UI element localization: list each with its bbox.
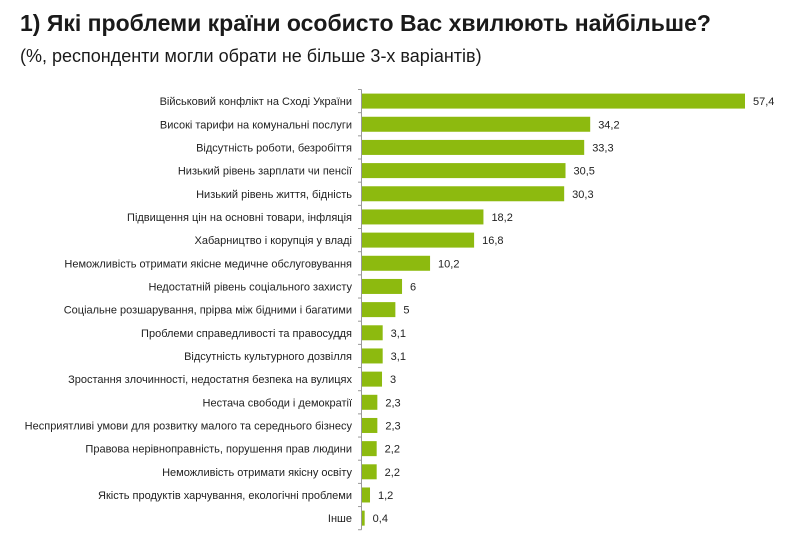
category-label: Інше <box>328 513 352 525</box>
bar <box>362 139 585 155</box>
category-label: Відсутність роботи, безробіття <box>196 142 352 154</box>
value-label: 3,1 <box>391 351 406 363</box>
category-label: Неможливість отримати якісну освіту <box>162 467 352 479</box>
value-label: 3,1 <box>391 328 406 340</box>
bar <box>362 116 591 132</box>
value-label: 2,3 <box>385 397 400 409</box>
value-label: 10,2 <box>438 258 459 270</box>
bar <box>362 417 378 433</box>
chart-subtitle: (%, респонденти могли обрати не більше 3… <box>20 46 482 66</box>
value-label: 30,3 <box>572 189 593 201</box>
bar <box>362 441 377 457</box>
value-label: 3 <box>390 374 396 386</box>
category-label: Правова нерівноправність, порушення прав… <box>85 444 352 456</box>
value-label: 2,2 <box>385 444 400 456</box>
value-label: 34,2 <box>598 119 619 131</box>
chart-title: 1) Які проблеми країни особисто Вас хвил… <box>20 10 711 36</box>
bar <box>362 163 566 179</box>
category-label: Низький рівень життя, бідність <box>196 189 352 201</box>
bar <box>362 278 403 294</box>
bar <box>362 348 383 364</box>
value-label: 57,4 <box>753 96 774 108</box>
category-label: Військовий конфлікт на Сході України <box>160 96 352 108</box>
value-label: 33,3 <box>592 142 613 154</box>
category-label: Недостатній рівень соціального захисту <box>148 281 352 293</box>
value-label: 16,8 <box>482 235 503 247</box>
category-label: Несприятливі умови для розвитку малого т… <box>25 420 353 432</box>
bar <box>362 325 383 341</box>
category-label: Зростання злочинності, недостатня безпек… <box>68 374 352 386</box>
category-label: Неможливість отримати якісне медичне обс… <box>64 258 352 270</box>
value-label: 6 <box>410 281 416 293</box>
value-label: 2,3 <box>385 420 400 432</box>
value-label: 1,2 <box>378 490 393 502</box>
category-label: Високі тарифи на комунальні послуги <box>160 119 352 131</box>
category-label: Проблеми справедливості та правосуддя <box>141 328 352 340</box>
category-label: Якість продуктів харчування, екологічні … <box>98 490 352 502</box>
category-label: Хабарництво і корупція у владі <box>195 235 353 247</box>
bar <box>362 394 378 410</box>
category-label: Соціальне розшарування, прірва між бідни… <box>64 305 352 317</box>
bar <box>362 209 484 225</box>
bar <box>362 93 745 109</box>
category-label: Низький рівень зарплати чи пенсії <box>178 166 352 178</box>
bar <box>362 371 383 387</box>
category-label: Підвищення цін на основні товари, інфляц… <box>127 212 352 224</box>
bar <box>362 464 377 480</box>
value-label: 2,2 <box>385 467 400 479</box>
bar <box>362 302 396 318</box>
value-label: 18,2 <box>491 212 512 224</box>
value-label: 30,5 <box>574 166 595 178</box>
bar <box>362 487 371 503</box>
bar <box>362 186 565 202</box>
value-label: 5 <box>403 305 409 317</box>
value-label: 0,4 <box>373 513 388 525</box>
bar <box>362 510 365 526</box>
bar <box>362 232 475 248</box>
category-label: Нестача свободи і демократії <box>203 397 352 409</box>
category-label: Відсутність культурного дозвілля <box>184 351 352 363</box>
bar <box>362 255 431 271</box>
